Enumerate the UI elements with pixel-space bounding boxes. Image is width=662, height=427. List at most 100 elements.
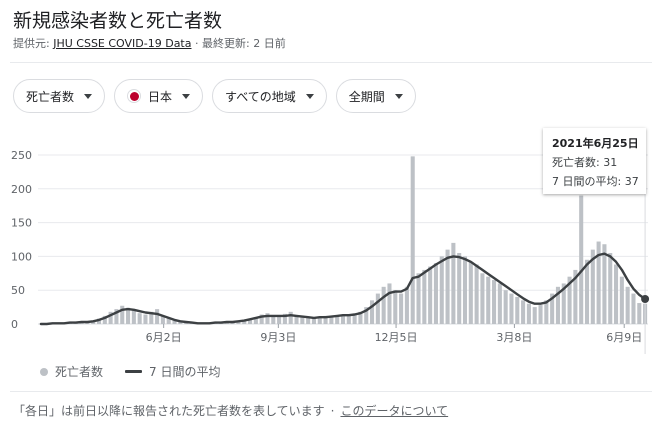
bar xyxy=(381,286,386,324)
bar xyxy=(590,249,595,324)
bar xyxy=(120,305,125,324)
bar xyxy=(294,315,299,324)
bar xyxy=(555,286,560,324)
source-link[interactable]: JHU CSSE COVID-19 Data xyxy=(53,37,192,50)
caret-down-icon xyxy=(305,93,314,99)
bar xyxy=(155,309,160,324)
bar xyxy=(503,290,508,324)
footnote-text: 「各日」は前日以降に報告された死亡者数を表しています xyxy=(13,404,325,418)
bar xyxy=(346,315,351,324)
bar xyxy=(358,311,363,324)
y-tick-label: 50 xyxy=(11,284,25,297)
bar xyxy=(625,286,630,324)
bar xyxy=(306,317,311,324)
y-tick-label: 100 xyxy=(11,250,32,263)
bar xyxy=(370,300,375,324)
bar xyxy=(521,300,526,324)
bar xyxy=(486,276,491,324)
bar xyxy=(422,269,427,324)
bar xyxy=(416,273,421,324)
bar xyxy=(352,314,357,324)
bar xyxy=(468,261,473,324)
last-updated: · 最終更新: 2 日前 xyxy=(195,37,286,50)
country-dropdown[interactable]: 日本 xyxy=(114,79,204,113)
bar xyxy=(474,264,479,324)
tooltip-average: 7 日間の平均: 37 xyxy=(552,175,639,188)
bar xyxy=(224,322,229,324)
x-tick-label: 9月3日 xyxy=(260,331,296,344)
bar xyxy=(596,241,601,324)
x-tick-label: 6月2日 xyxy=(146,331,182,344)
bar xyxy=(387,283,392,324)
period-dropdown[interactable]: 全期間 xyxy=(335,79,416,113)
page-title: 新規感染者数と死亡者数 xyxy=(13,10,223,32)
average-line xyxy=(39,252,647,326)
bar xyxy=(300,317,305,324)
bar xyxy=(102,315,107,324)
x-tick-label: 12月5日 xyxy=(375,331,418,344)
bar xyxy=(637,303,642,324)
region-dropdown[interactable]: すべての地域 xyxy=(212,79,327,113)
footnote: 「各日」は前日以降に報告された死亡者数を表しています · このデータについて xyxy=(13,402,448,419)
bar xyxy=(608,253,613,324)
metric-dropdown[interactable]: 死亡者数 xyxy=(13,79,106,113)
footnote-separator: · xyxy=(330,404,335,418)
bar xyxy=(184,322,189,324)
bar xyxy=(393,290,398,324)
bar xyxy=(323,315,328,324)
bar xyxy=(509,293,514,324)
japan-flag-icon xyxy=(127,89,142,103)
bar xyxy=(114,309,119,324)
bar xyxy=(445,249,450,324)
bar xyxy=(248,318,253,324)
bar xyxy=(451,242,456,324)
caret-down-icon xyxy=(182,93,191,99)
bar xyxy=(317,317,322,324)
bar xyxy=(526,303,531,324)
bar xyxy=(96,318,102,324)
bar xyxy=(584,259,590,324)
legend-line-label: 7 日間の平均 xyxy=(149,365,221,379)
bar xyxy=(561,283,566,324)
bar xyxy=(375,293,380,324)
bar xyxy=(160,315,165,324)
bar xyxy=(619,276,624,324)
bar xyxy=(364,307,369,324)
bar xyxy=(253,317,258,324)
country-label: 日本 xyxy=(148,89,173,104)
bar xyxy=(288,311,293,324)
bar xyxy=(259,314,264,324)
bar xyxy=(340,314,346,324)
data-source: 提供元: JHU CSSE COVID-19 Data · 最終更新: 2 日前 xyxy=(13,35,286,51)
bar xyxy=(631,293,636,324)
bar xyxy=(579,195,584,324)
tooltip-deaths: 死亡者数: 31 xyxy=(552,156,618,169)
bar xyxy=(282,313,287,324)
x-tick-label: 6月9日 xyxy=(606,331,642,344)
bar xyxy=(131,310,136,324)
bar xyxy=(126,307,131,324)
x-tick-label: 3月8日 xyxy=(496,331,532,344)
bar xyxy=(614,264,619,324)
bar xyxy=(404,286,409,324)
metric-label: 死亡者数 xyxy=(26,89,75,104)
bar xyxy=(515,296,520,324)
bar xyxy=(497,283,502,324)
bar xyxy=(236,321,241,324)
bar xyxy=(573,269,578,324)
tooltip-date: 2021年6月25日 xyxy=(552,137,639,150)
bar xyxy=(602,244,607,324)
bar xyxy=(410,156,415,324)
about-data-link[interactable]: このデータについて xyxy=(340,404,449,418)
y-tick-label: 200 xyxy=(11,183,32,196)
bar xyxy=(532,307,537,324)
chart-tooltip: 2021年6月25日 死亡者数: 31 7 日間の平均: 37 xyxy=(543,128,646,194)
divider-top xyxy=(10,62,652,63)
bar xyxy=(178,321,183,324)
bar xyxy=(550,293,555,324)
bar xyxy=(108,311,113,324)
bar xyxy=(277,315,282,324)
bar xyxy=(439,256,444,324)
bar xyxy=(149,311,154,324)
bar xyxy=(143,314,148,324)
